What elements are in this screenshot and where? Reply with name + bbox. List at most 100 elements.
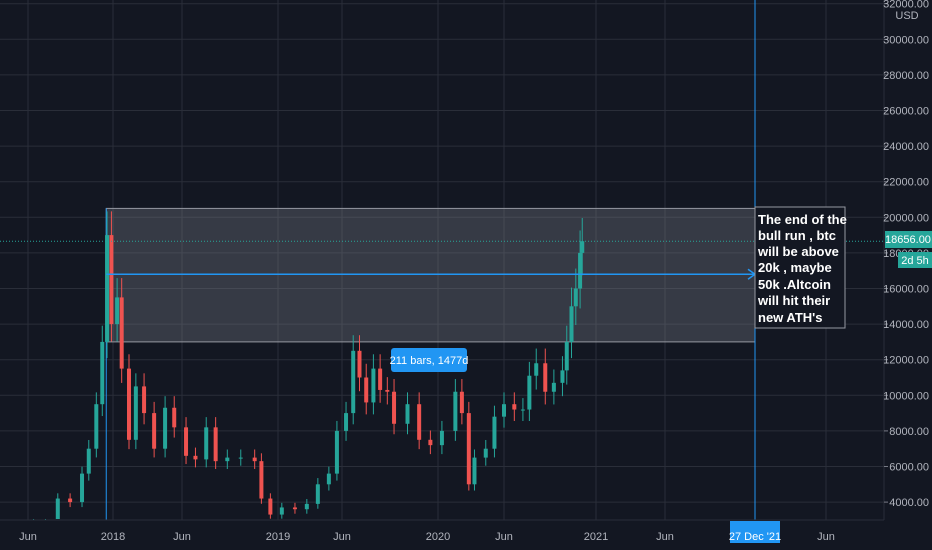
y-tick-label: 32000.00 bbox=[883, 0, 929, 11]
y-tick-label: 26000.00 bbox=[883, 106, 929, 118]
x-tick-label: Jun bbox=[656, 531, 674, 543]
x-tick-label: Jun bbox=[173, 531, 191, 543]
candle bbox=[534, 348, 539, 390]
candle bbox=[279, 502, 284, 519]
candle bbox=[204, 417, 209, 468]
y-tick-label: 24000.00 bbox=[883, 141, 929, 153]
candle bbox=[334, 420, 339, 481]
candle bbox=[119, 278, 124, 383]
y-tick-label: 20000.00 bbox=[883, 212, 929, 224]
candle bbox=[428, 430, 433, 455]
y-tick-label: 22000.00 bbox=[883, 177, 929, 189]
y-tick-label: 12000.00 bbox=[883, 355, 929, 367]
candle bbox=[172, 396, 177, 438]
candle bbox=[80, 466, 85, 508]
candle bbox=[68, 493, 73, 508]
candle bbox=[100, 325, 105, 417]
candle bbox=[483, 439, 488, 466]
annotation-line-6: will hit their bbox=[757, 293, 830, 308]
candle bbox=[459, 379, 464, 425]
candle bbox=[105, 211, 110, 359]
candle bbox=[252, 449, 257, 470]
current-price-badge: 18656.00 2d 5h bbox=[885, 231, 932, 268]
candle bbox=[520, 398, 525, 422]
candle bbox=[115, 278, 120, 342]
candle bbox=[385, 377, 390, 405]
y-tick-label: 28000.00 bbox=[883, 70, 929, 82]
candle bbox=[292, 502, 297, 514]
annotation-line-3: will be above bbox=[757, 244, 839, 259]
candle bbox=[371, 354, 376, 415]
candle bbox=[392, 379, 397, 435]
candle bbox=[492, 405, 497, 458]
candle bbox=[259, 453, 264, 504]
candle bbox=[364, 363, 369, 415]
candle bbox=[86, 439, 91, 481]
price-scale[interactable]: 32000.00 30000.00 28000.00 26000.00 24000.00… bbox=[883, 0, 932, 550]
x-highlight-badge bbox=[730, 521, 780, 543]
x-tick-label: Jun bbox=[495, 531, 513, 543]
candle bbox=[564, 325, 569, 385]
candle bbox=[439, 420, 444, 455]
candle bbox=[315, 478, 320, 509]
candle bbox=[453, 379, 458, 441]
candle bbox=[142, 373, 147, 425]
candle bbox=[326, 466, 331, 491]
x-tick-label: 2020 bbox=[426, 531, 450, 543]
candle bbox=[126, 354, 131, 450]
candle bbox=[304, 499, 309, 514]
candle bbox=[357, 335, 362, 392]
x-tick-label: Jun bbox=[817, 531, 835, 543]
candle bbox=[560, 356, 565, 397]
candle bbox=[472, 449, 477, 491]
candle bbox=[344, 401, 349, 441]
candle bbox=[527, 361, 532, 422]
x-tick-label: 2019 bbox=[266, 531, 290, 543]
y-tick-label: 10000.00 bbox=[883, 390, 929, 402]
countdown-label: 2d 5h bbox=[901, 255, 929, 267]
price-range-box[interactable] bbox=[105, 207, 756, 343]
y-tick-label: 16000.00 bbox=[883, 284, 929, 296]
candles bbox=[31, 211, 585, 530]
x-tick-label: 2018 bbox=[101, 531, 125, 543]
candle bbox=[569, 287, 574, 359]
y-tick-label: 8000.00 bbox=[889, 426, 929, 438]
annotation-box[interactable]: The end of the bull run , btc will be ab… bbox=[754, 206, 847, 329]
candle bbox=[543, 348, 548, 405]
candle bbox=[573, 268, 578, 325]
measure-label[interactable]: 211 bars, 1477d bbox=[390, 348, 469, 372]
candle bbox=[109, 211, 114, 342]
x-highlight-label: 27 Dec '21 bbox=[729, 531, 781, 543]
candle bbox=[502, 392, 506, 428]
time-scale[interactable]: Jun 2018 Jun 2019 Jun 2020 Jun 2021 Jun 27 Dec '2… bbox=[0, 519, 932, 550]
candle bbox=[238, 449, 243, 466]
annotation-line-1: The end of the bbox=[758, 212, 847, 227]
x-tick-label: 2021 bbox=[584, 531, 608, 543]
measure-label-text: 211 bars, 1477d bbox=[390, 355, 469, 367]
currency-label: USD bbox=[895, 10, 918, 22]
candle bbox=[55, 493, 60, 519]
candle bbox=[466, 401, 471, 491]
candle bbox=[163, 396, 168, 458]
candle bbox=[184, 417, 189, 465]
candle bbox=[551, 369, 556, 405]
candle bbox=[213, 417, 218, 470]
y-tick-label: 14000.00 bbox=[883, 319, 929, 331]
candle bbox=[225, 449, 230, 470]
candle bbox=[351, 335, 356, 425]
candle bbox=[94, 392, 99, 458]
candle bbox=[405, 392, 410, 435]
candle bbox=[378, 354, 383, 403]
candle bbox=[578, 230, 583, 309]
annotation-line-4: 20k , maybe bbox=[758, 260, 832, 275]
candle bbox=[133, 373, 138, 450]
x-tick-label: Jun bbox=[19, 531, 37, 543]
candle bbox=[193, 447, 198, 468]
candle bbox=[152, 401, 157, 458]
y-tick-label: 30000.00 bbox=[883, 34, 929, 46]
candle bbox=[417, 392, 422, 450]
y-tick-label: 4000.00 bbox=[889, 497, 929, 509]
current-price-label: 18656.00 bbox=[885, 234, 931, 246]
x-tick-label: Jun bbox=[333, 531, 351, 543]
